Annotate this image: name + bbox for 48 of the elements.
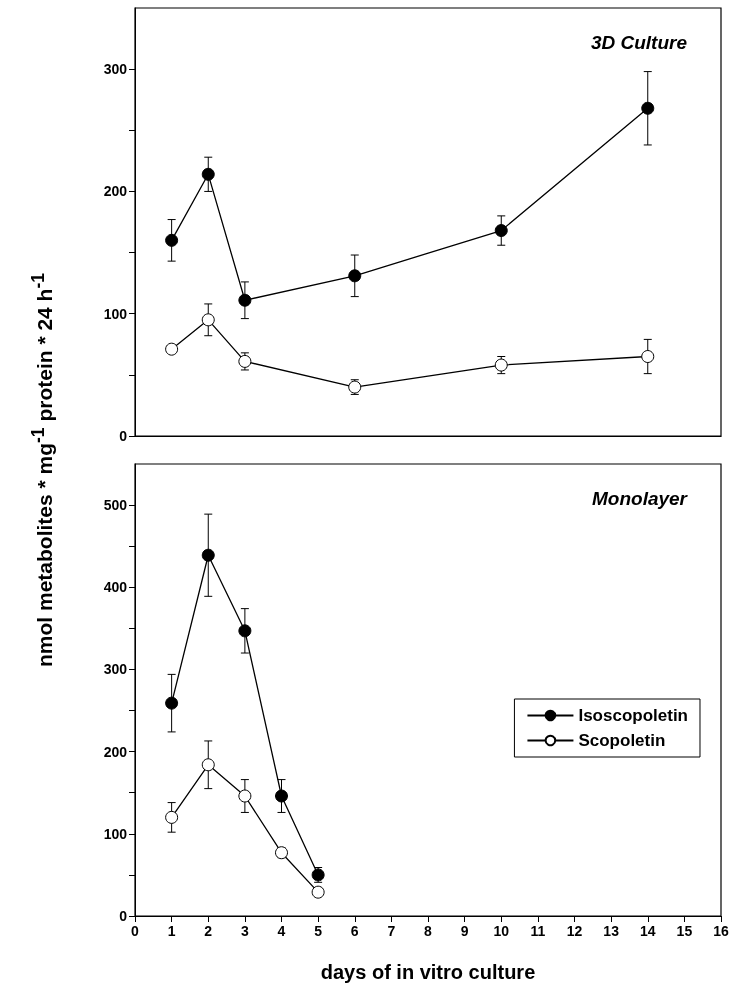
y-tick-label: 100 (103, 825, 128, 842)
x-tick-label: 2 (204, 923, 213, 939)
y-tick-label: 500 (103, 497, 128, 514)
x-tick-label: 13 (603, 923, 620, 939)
point (165, 233, 179, 247)
legend-label: Isoscopoletin (578, 706, 689, 725)
x-tick-label: 6 (350, 923, 359, 939)
y-tick-label: 400 (103, 579, 128, 596)
point (641, 350, 655, 364)
x-tick-label: 0 (131, 923, 140, 939)
x-tick-label: 16 (713, 923, 729, 939)
point (238, 624, 252, 638)
x-axis-title: days of in vitro culture (320, 961, 536, 983)
point (201, 167, 215, 181)
x-tick-label: 3 (240, 923, 249, 939)
y-tick-label: 100 (103, 305, 128, 322)
x-tick-label: 9 (460, 923, 469, 939)
y-tick-label: 300 (103, 661, 128, 678)
legend-label: Scopoletin (578, 731, 666, 750)
y-tick-label: 0 (119, 428, 128, 444)
point (165, 696, 179, 710)
point (238, 789, 252, 803)
y-tick-label: 200 (103, 743, 128, 760)
point (201, 548, 215, 562)
point (238, 293, 252, 307)
x-tick-label: 12 (566, 923, 583, 939)
point (494, 224, 508, 238)
x-tick-label: 5 (314, 923, 323, 939)
x-tick-label: 14 (639, 923, 656, 939)
point (165, 810, 179, 824)
point (201, 758, 215, 772)
x-tick-label: 15 (676, 923, 693, 939)
point (348, 269, 362, 283)
y-tick-label: 200 (103, 183, 128, 200)
y-tick-label: 0 (119, 908, 128, 924)
text: Monolayer (591, 488, 689, 509)
point (275, 789, 288, 803)
x-tick-label: 7 (387, 923, 396, 939)
text: 3D Culture (590, 32, 688, 53)
y-tick-label: 300 (103, 61, 128, 78)
x-tick-label: 8 (424, 923, 433, 939)
x-tick-label: 10 (493, 923, 510, 939)
x-tick-label: 1 (167, 923, 176, 939)
point (641, 101, 655, 115)
point (201, 313, 215, 327)
x-tick-label: 4 (277, 923, 286, 939)
x-tick-label: 11 (530, 923, 546, 939)
point (165, 342, 179, 356)
